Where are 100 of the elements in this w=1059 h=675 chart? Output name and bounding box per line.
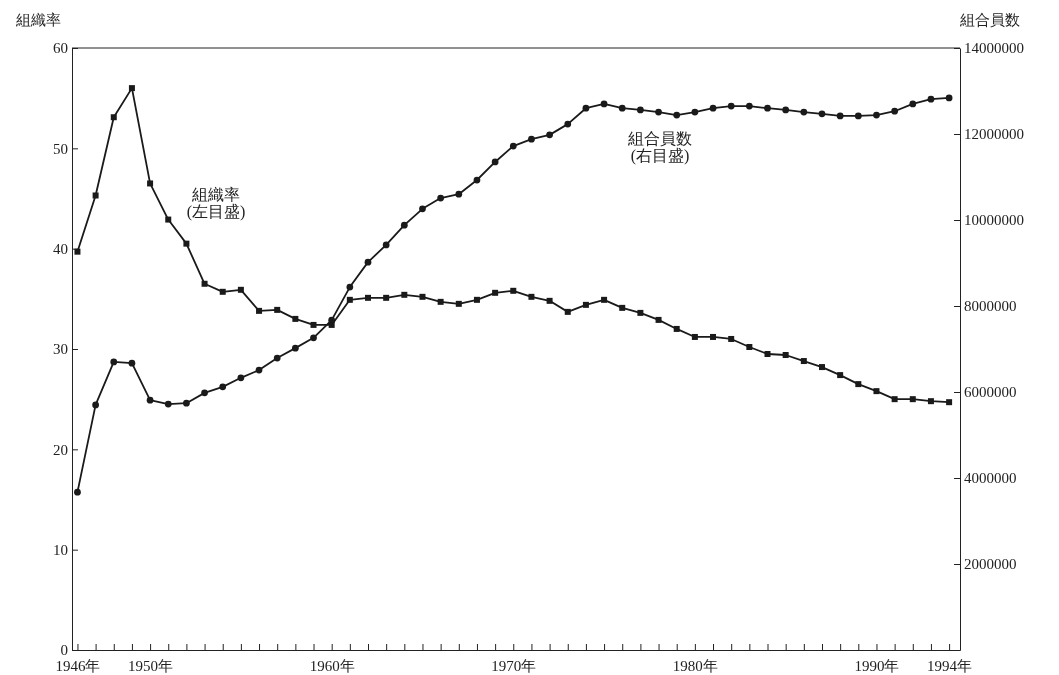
point	[74, 248, 81, 255]
y2-tick-label: 14000000	[964, 40, 1024, 57]
x-tick-label: 1980年	[672, 657, 718, 674]
point	[600, 100, 608, 108]
point	[128, 359, 136, 367]
point	[256, 307, 263, 314]
point	[419, 293, 426, 300]
point	[147, 180, 154, 187]
point	[509, 142, 517, 150]
y2-tick-label: 8000000	[964, 298, 1017, 315]
point	[709, 104, 717, 112]
point	[782, 352, 789, 359]
point	[764, 351, 771, 358]
x-tick-label: 1960年	[309, 657, 355, 674]
point	[528, 135, 535, 143]
point	[491, 158, 499, 166]
point	[255, 366, 263, 374]
point	[528, 293, 535, 300]
point	[219, 383, 227, 391]
point	[891, 396, 898, 403]
point	[710, 333, 717, 340]
point	[383, 294, 390, 301]
point	[346, 296, 353, 303]
point	[274, 306, 281, 313]
y-tick-label: 10	[53, 541, 68, 558]
point	[146, 396, 154, 404]
x-tick-label: 1950年	[128, 657, 174, 674]
point	[818, 110, 826, 118]
point	[564, 308, 571, 315]
point	[927, 95, 935, 103]
point	[601, 296, 608, 303]
point	[365, 294, 371, 301]
x-tick-label: 1970年	[491, 657, 537, 674]
point	[492, 289, 499, 296]
point	[219, 288, 226, 295]
point	[637, 106, 644, 114]
point	[74, 488, 81, 496]
point	[165, 216, 172, 223]
point	[291, 344, 299, 352]
point	[582, 104, 590, 112]
point	[618, 104, 626, 112]
point	[764, 104, 771, 112]
point	[854, 112, 862, 120]
point	[473, 296, 480, 303]
annotation: 組織率 (左目盛)	[186, 186, 246, 221]
x-tick-label: 1946年	[55, 657, 101, 674]
point	[437, 298, 444, 305]
point	[183, 240, 190, 247]
y2-axis-title: 組合員数	[959, 12, 1020, 28]
y2-tick-label: 12000000	[964, 126, 1024, 143]
point	[92, 192, 99, 199]
y-tick-label: 0	[60, 642, 68, 659]
point	[800, 108, 808, 116]
point	[691, 333, 698, 340]
point	[310, 334, 317, 342]
annotation: 組合員数 (右目盛)	[627, 130, 692, 165]
point	[110, 114, 117, 121]
point	[201, 280, 208, 287]
point	[673, 325, 680, 332]
point	[183, 399, 190, 407]
point	[364, 258, 372, 266]
point	[818, 364, 825, 371]
point	[455, 300, 462, 307]
point	[92, 401, 99, 409]
y-tick-label: 60	[53, 40, 68, 57]
point	[873, 111, 880, 119]
point	[745, 102, 753, 110]
y-tick-label: 30	[53, 341, 68, 358]
point	[328, 316, 336, 324]
x-tick-label: 1990年	[854, 657, 900, 674]
point	[273, 354, 281, 362]
y2-tick-label: 4000000	[964, 470, 1017, 487]
point	[909, 396, 916, 403]
point	[401, 291, 408, 298]
point	[128, 85, 135, 92]
point	[164, 400, 172, 408]
point	[292, 315, 299, 322]
point	[673, 111, 681, 119]
point	[746, 343, 753, 350]
point	[945, 94, 953, 102]
point	[564, 120, 572, 128]
point	[419, 205, 426, 213]
point	[346, 283, 354, 291]
point	[455, 190, 463, 198]
y-tick-label: 50	[53, 140, 68, 157]
x-tick-label: 1994年	[927, 657, 973, 674]
point	[855, 381, 862, 388]
point	[473, 176, 481, 184]
point	[310, 321, 317, 328]
y2-tick-label: 10000000	[964, 212, 1024, 229]
y2-tick-label: 6000000	[964, 384, 1017, 401]
point	[836, 112, 844, 120]
point	[546, 297, 553, 304]
point	[637, 309, 644, 316]
point	[727, 102, 735, 110]
y2-tick-label: 2000000	[964, 556, 1017, 573]
point	[237, 286, 244, 293]
point	[800, 358, 807, 365]
point	[873, 388, 880, 395]
point	[201, 389, 208, 397]
